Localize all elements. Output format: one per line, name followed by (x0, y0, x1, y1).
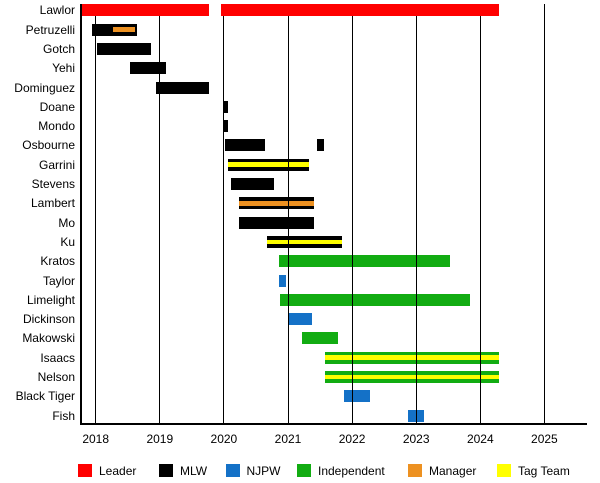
x-tick-label: 2021 (274, 432, 302, 446)
x-tick-label: 2023 (402, 432, 430, 446)
legend-swatch-independent (297, 464, 311, 477)
timeline-bar-mlw (155, 81, 209, 94)
timeline-bar-mlw (224, 139, 265, 152)
timeline-bar-njpw (344, 390, 371, 403)
x-tick-label: 2022 (338, 432, 366, 446)
row-label: Ku (60, 234, 75, 249)
row-label: Yehi (52, 61, 75, 76)
row-label: Lawlor (39, 3, 75, 18)
row-label: Limelight (26, 292, 75, 307)
timeline-bar-mlw (266, 235, 342, 248)
year-gridline (415, 4, 417, 425)
legend-label: Manager (429, 464, 477, 478)
year-gridline (287, 4, 289, 425)
row-label: Nelson (37, 370, 75, 384)
row-label: Isaacs (40, 350, 75, 365)
bar-stripe-manager (238, 200, 314, 206)
row-label: Petruzelli (25, 22, 75, 37)
y-axis-line (80, 4, 82, 425)
row-label: Dickinson (22, 312, 75, 327)
timeline-bar-njpw (279, 274, 287, 287)
bar-stripe-manager (112, 27, 135, 32)
row-label: Fish (52, 408, 75, 423)
timeline-bar-mlw (91, 23, 137, 36)
timeline-bar-mlw (227, 158, 309, 171)
year-gridline (95, 4, 97, 425)
timeline-bar-leader (220, 4, 499, 17)
legend-label: Tag Team (518, 464, 570, 478)
legend-label: Independent (318, 464, 385, 478)
x-axis-line (80, 423, 587, 425)
bar-stripe-tagteam (227, 162, 309, 167)
timeline-bar-mlw (96, 42, 152, 55)
legend-swatch-leader (78, 464, 92, 477)
timeline-bar-mlw (238, 216, 314, 229)
x-tick-label: 2018 (82, 432, 110, 446)
timeline-bar-independent (279, 255, 450, 268)
bar-stripe-tagteam (324, 374, 499, 380)
timeline-bar-independent (324, 351, 499, 364)
row-label: Makowski (22, 331, 75, 346)
timeline-bar-mlw (222, 120, 228, 133)
legend-label: Leader (99, 464, 137, 478)
timeline-bar-independent (324, 371, 499, 383)
row-label: Mondo (38, 119, 75, 134)
bar-stripe-tagteam (324, 355, 499, 360)
x-tick-label: 2025 (531, 432, 558, 446)
row-label: Mo (58, 215, 75, 230)
legend-label: NJPW (246, 464, 281, 478)
year-gridline (543, 4, 545, 425)
row-label: Kratos (40, 254, 75, 269)
legend-label: MLW (180, 464, 208, 478)
year-gridline (351, 4, 353, 425)
legend-swatch-njpw (225, 464, 240, 477)
row-label: Taylor (42, 273, 75, 288)
x-tick-label: 2024 (466, 432, 494, 446)
row-label: Stevens (31, 177, 75, 191)
legend: Leader MLW NJPW Independent Manager Tag Team (0, 460, 600, 483)
timeline-bar-mlw (222, 100, 228, 113)
timeline-bar-independent (279, 293, 471, 306)
year-gridline (223, 4, 225, 425)
year-gridline (159, 4, 161, 425)
year-gridline (479, 4, 481, 425)
legend-swatch-manager (408, 464, 422, 477)
legend-swatch-tagteam (497, 464, 511, 477)
timeline-bar-mlw (317, 139, 324, 152)
row-label: Gotch (42, 41, 75, 56)
timeline-bar-leader (80, 4, 209, 17)
timeline-bar-mlw (230, 178, 274, 190)
timeline-bar-mlw (238, 197, 314, 210)
row-label: Doane (39, 99, 75, 114)
row-label: Osbourne (22, 138, 75, 153)
timeline-bar-mlw (129, 62, 166, 75)
x-tick-label: 2019 (146, 432, 174, 446)
timeline-bar-independent (302, 332, 338, 345)
x-tick-label: 2020 (210, 432, 238, 446)
row-label: Black Tiger (15, 389, 75, 404)
legend-swatch-mlw (159, 464, 173, 477)
row-label: Garrini (38, 157, 75, 172)
bar-stripe-tagteam (266, 239, 342, 245)
row-label: Dominguez (14, 80, 75, 95)
row-label: Lambert (30, 196, 75, 211)
timeline-bar-njpw (289, 313, 312, 326)
